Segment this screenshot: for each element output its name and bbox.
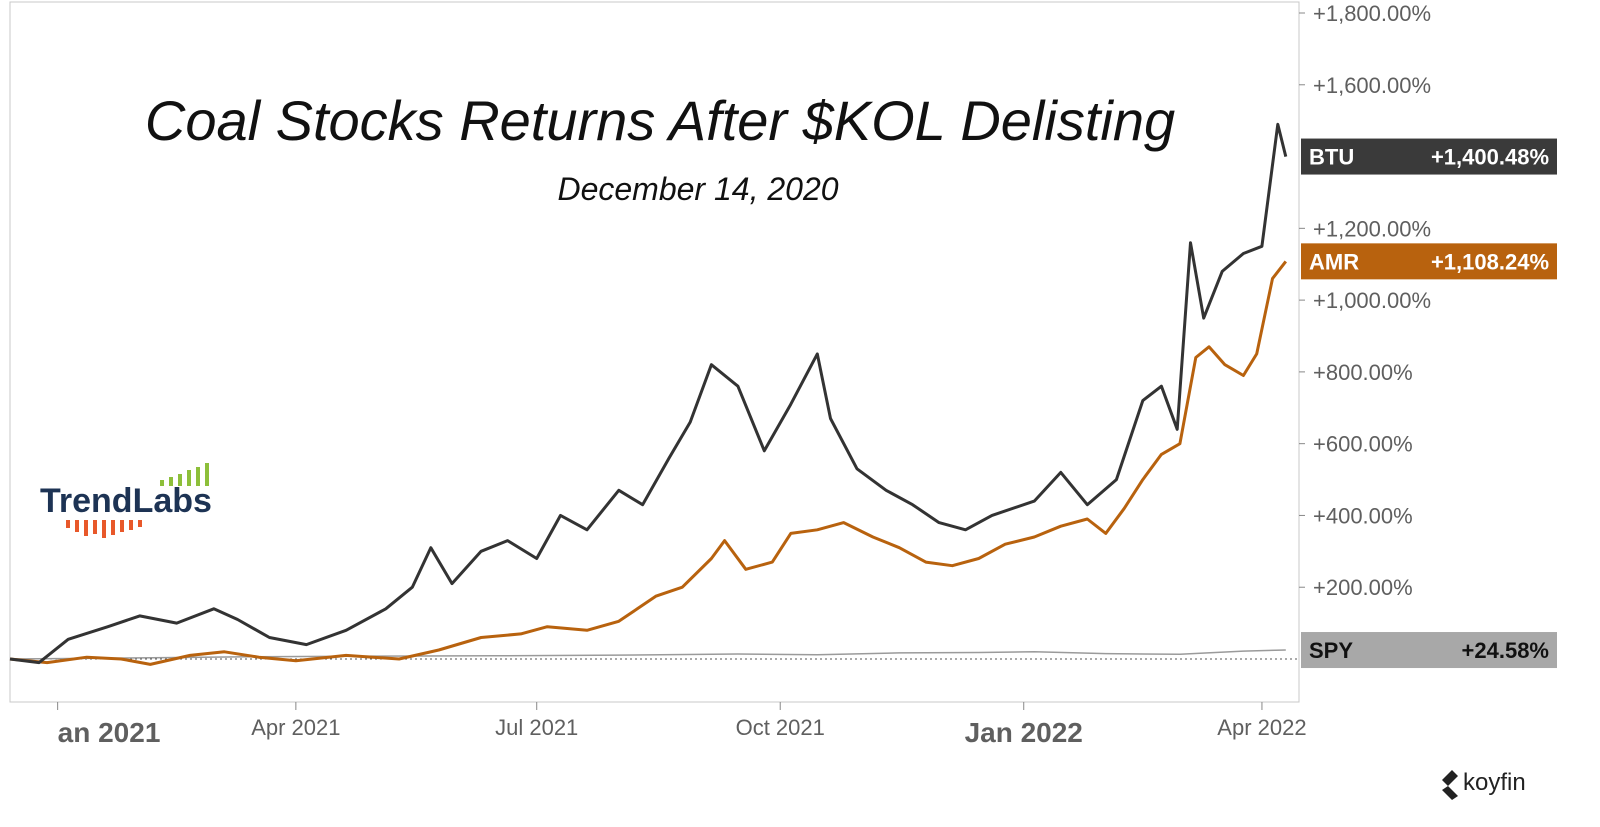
x-axis: an 2021 Apr 2021 Jul 2021 Oct 2021 Jan 2022 A… xyxy=(57,702,1307,748)
value-tag-value: +1,400.48% xyxy=(1431,145,1549,170)
chart-title: Coal Stocks Returns After $KOL Delisting xyxy=(145,89,1175,152)
value-tag-btu: BTU +1,400.48% xyxy=(1301,138,1557,175)
value-tag-amr: AMR +1,108.24% xyxy=(1301,243,1557,280)
koyfin-watermark: koyfin xyxy=(1442,769,1526,800)
value-tag-background xyxy=(1301,243,1557,280)
y-tick-label: +800.00% xyxy=(1313,360,1413,385)
value-tag-spy: SPY +24.58% xyxy=(1301,632,1557,669)
value-tag-series-name: BTU xyxy=(1309,145,1354,170)
y-tick-label: +1,600.00% xyxy=(1313,73,1431,98)
series-lines xyxy=(9,122,1288,666)
x-tick-label: Apr 2022 xyxy=(1217,715,1306,740)
logo-red-bars-icon xyxy=(66,520,142,538)
value-tag-series-name: AMR xyxy=(1309,249,1359,274)
y-tick-label: +1,800.00% xyxy=(1313,1,1431,26)
x-tick-label: Jul 2021 xyxy=(495,715,578,740)
value-tag-background xyxy=(1301,632,1557,669)
y-tick-label: +200.00% xyxy=(1313,575,1413,600)
trendlabs-logo-text: TrendLabs xyxy=(40,482,212,520)
plot-area xyxy=(9,1,1300,703)
koyfin-text: koyfin xyxy=(1463,769,1526,796)
y-tick-label: +600.00% xyxy=(1313,432,1413,457)
y-tick-label: +1,000.00% xyxy=(1313,288,1431,313)
value-tags: SPY +24.58% AMR +1,108.24% BTU +1,400.48% xyxy=(1301,138,1557,669)
x-tick-label: Jan 2022 xyxy=(965,717,1083,748)
trendlabs-logo: TrendLabs xyxy=(40,463,212,538)
y-axis: +1,800.00% +1,600.00% +1,200.00% +1,000.00%… xyxy=(1299,1,1431,600)
y-tick-label: +400.00% xyxy=(1313,503,1413,528)
x-tick-label: an 2021 xyxy=(58,717,161,748)
series-line-amr xyxy=(9,260,1287,666)
value-tag-series-name: SPY xyxy=(1309,638,1353,663)
value-tag-value: +1,108.24% xyxy=(1431,249,1549,274)
koyfin-logo-icon xyxy=(1442,770,1458,800)
value-tag-background xyxy=(1301,138,1557,175)
series-line-btu xyxy=(9,122,1288,665)
series-line-spy xyxy=(9,649,1286,660)
x-tick-label: Oct 2021 xyxy=(736,715,825,740)
y-tick-label: +1,200.00% xyxy=(1313,216,1431,241)
chart-subtitle: December 14, 2020 xyxy=(557,171,838,207)
logo-green-bars-icon xyxy=(160,463,209,486)
value-tag-value: +24.58% xyxy=(1462,638,1549,663)
x-tick-label: Apr 2021 xyxy=(251,715,340,740)
